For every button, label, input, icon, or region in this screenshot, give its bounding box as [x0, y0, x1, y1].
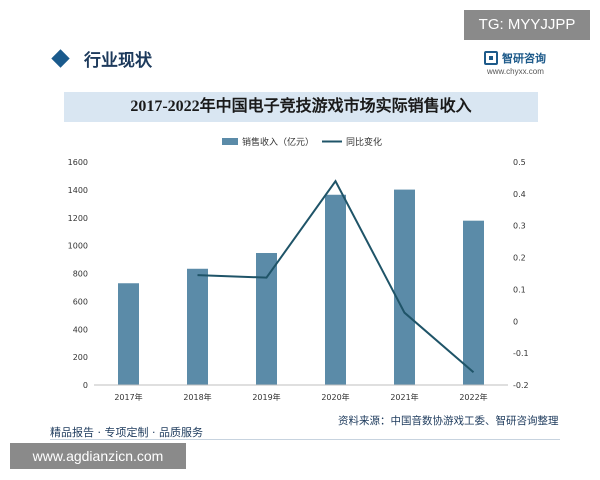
- legend-swatch-bar: [222, 138, 238, 145]
- tg-badge: TG: MYYJJPP: [464, 10, 590, 40]
- left-tick-label: 200: [73, 353, 88, 362]
- x-tick-label: 2022年: [459, 392, 487, 402]
- section-header: 行业现状: [50, 44, 200, 74]
- legend-label-bar: 销售收入（亿元）: [242, 136, 314, 148]
- url-badge: www.agdianzicn.com: [10, 443, 186, 469]
- left-tick-label: 1000: [68, 242, 88, 251]
- chart-title: 2017-2022年中国电子竞技游戏市场实际销售收入: [130, 98, 472, 115]
- left-tick-label: 400: [73, 325, 88, 334]
- legend-label-line: 同比变化: [346, 136, 382, 148]
- right-tick-label: 0.2: [513, 254, 526, 263]
- x-tick-label: 2019年: [252, 392, 280, 402]
- left-tick-label: 600: [73, 297, 88, 306]
- x-axis-labels: 2017年 2018年 2019年 2020年 2021年 2022年: [114, 392, 487, 402]
- bar: [256, 253, 277, 385]
- left-tick-label: 800: [73, 270, 88, 279]
- bar: [394, 189, 415, 385]
- right-tick-label: 0: [513, 317, 518, 326]
- yoy-line: [197, 179, 475, 374]
- brand-mark-icon: [484, 51, 498, 65]
- bar: [118, 283, 139, 385]
- chart-title-bar: 2017-2022年中国电子竞技游戏市场实际销售收入: [64, 92, 538, 122]
- brand-name: 智研咨询: [502, 52, 546, 65]
- x-tick-label: 2018年: [183, 392, 211, 402]
- right-tick-label: 0.1: [513, 285, 526, 294]
- left-tick-label: 0: [83, 381, 88, 390]
- footer-tagline: 精品报告 · 专项定制 · 品质服务: [50, 426, 203, 439]
- source-note: 资料来源：中国音数协游戏工委、智研咨询整理: [338, 415, 559, 427]
- line-series: [197, 179, 475, 374]
- right-tick-label: -0.1: [513, 349, 529, 358]
- bar: [187, 268, 208, 385]
- right-axis-ticks: -0.2 -0.1 0 0.1 0.2 0.3 0.4 0.5: [513, 158, 529, 390]
- section-title: 行业现状: [84, 51, 152, 71]
- bar-series: [118, 189, 484, 385]
- x-tick-label: 2020年: [321, 392, 349, 402]
- footer-divider: [50, 439, 560, 440]
- brand-logo: 智研咨询 www.chyxx.com: [484, 50, 564, 80]
- x-tick-label: 2017年: [114, 392, 142, 402]
- right-tick-label: 0.4: [513, 190, 526, 199]
- brand-url: www.chyxx.com: [487, 67, 544, 76]
- left-tick-label: 1600: [68, 158, 88, 167]
- left-tick-label: 1400: [68, 186, 88, 195]
- bar: [325, 194, 346, 385]
- right-tick-label: 0.5: [513, 158, 526, 167]
- right-tick-label: -0.2: [513, 381, 529, 390]
- x-tick-label: 2021年: [390, 392, 418, 402]
- right-tick-label: 0.3: [513, 222, 526, 231]
- chart-legend: 销售收入（亿元） 同比变化: [222, 136, 382, 148]
- left-tick-label: 1200: [68, 214, 88, 223]
- left-axis-ticks: 0 200 400 600 800 1000 1200 1400 1600: [68, 158, 88, 390]
- bar: [463, 220, 484, 385]
